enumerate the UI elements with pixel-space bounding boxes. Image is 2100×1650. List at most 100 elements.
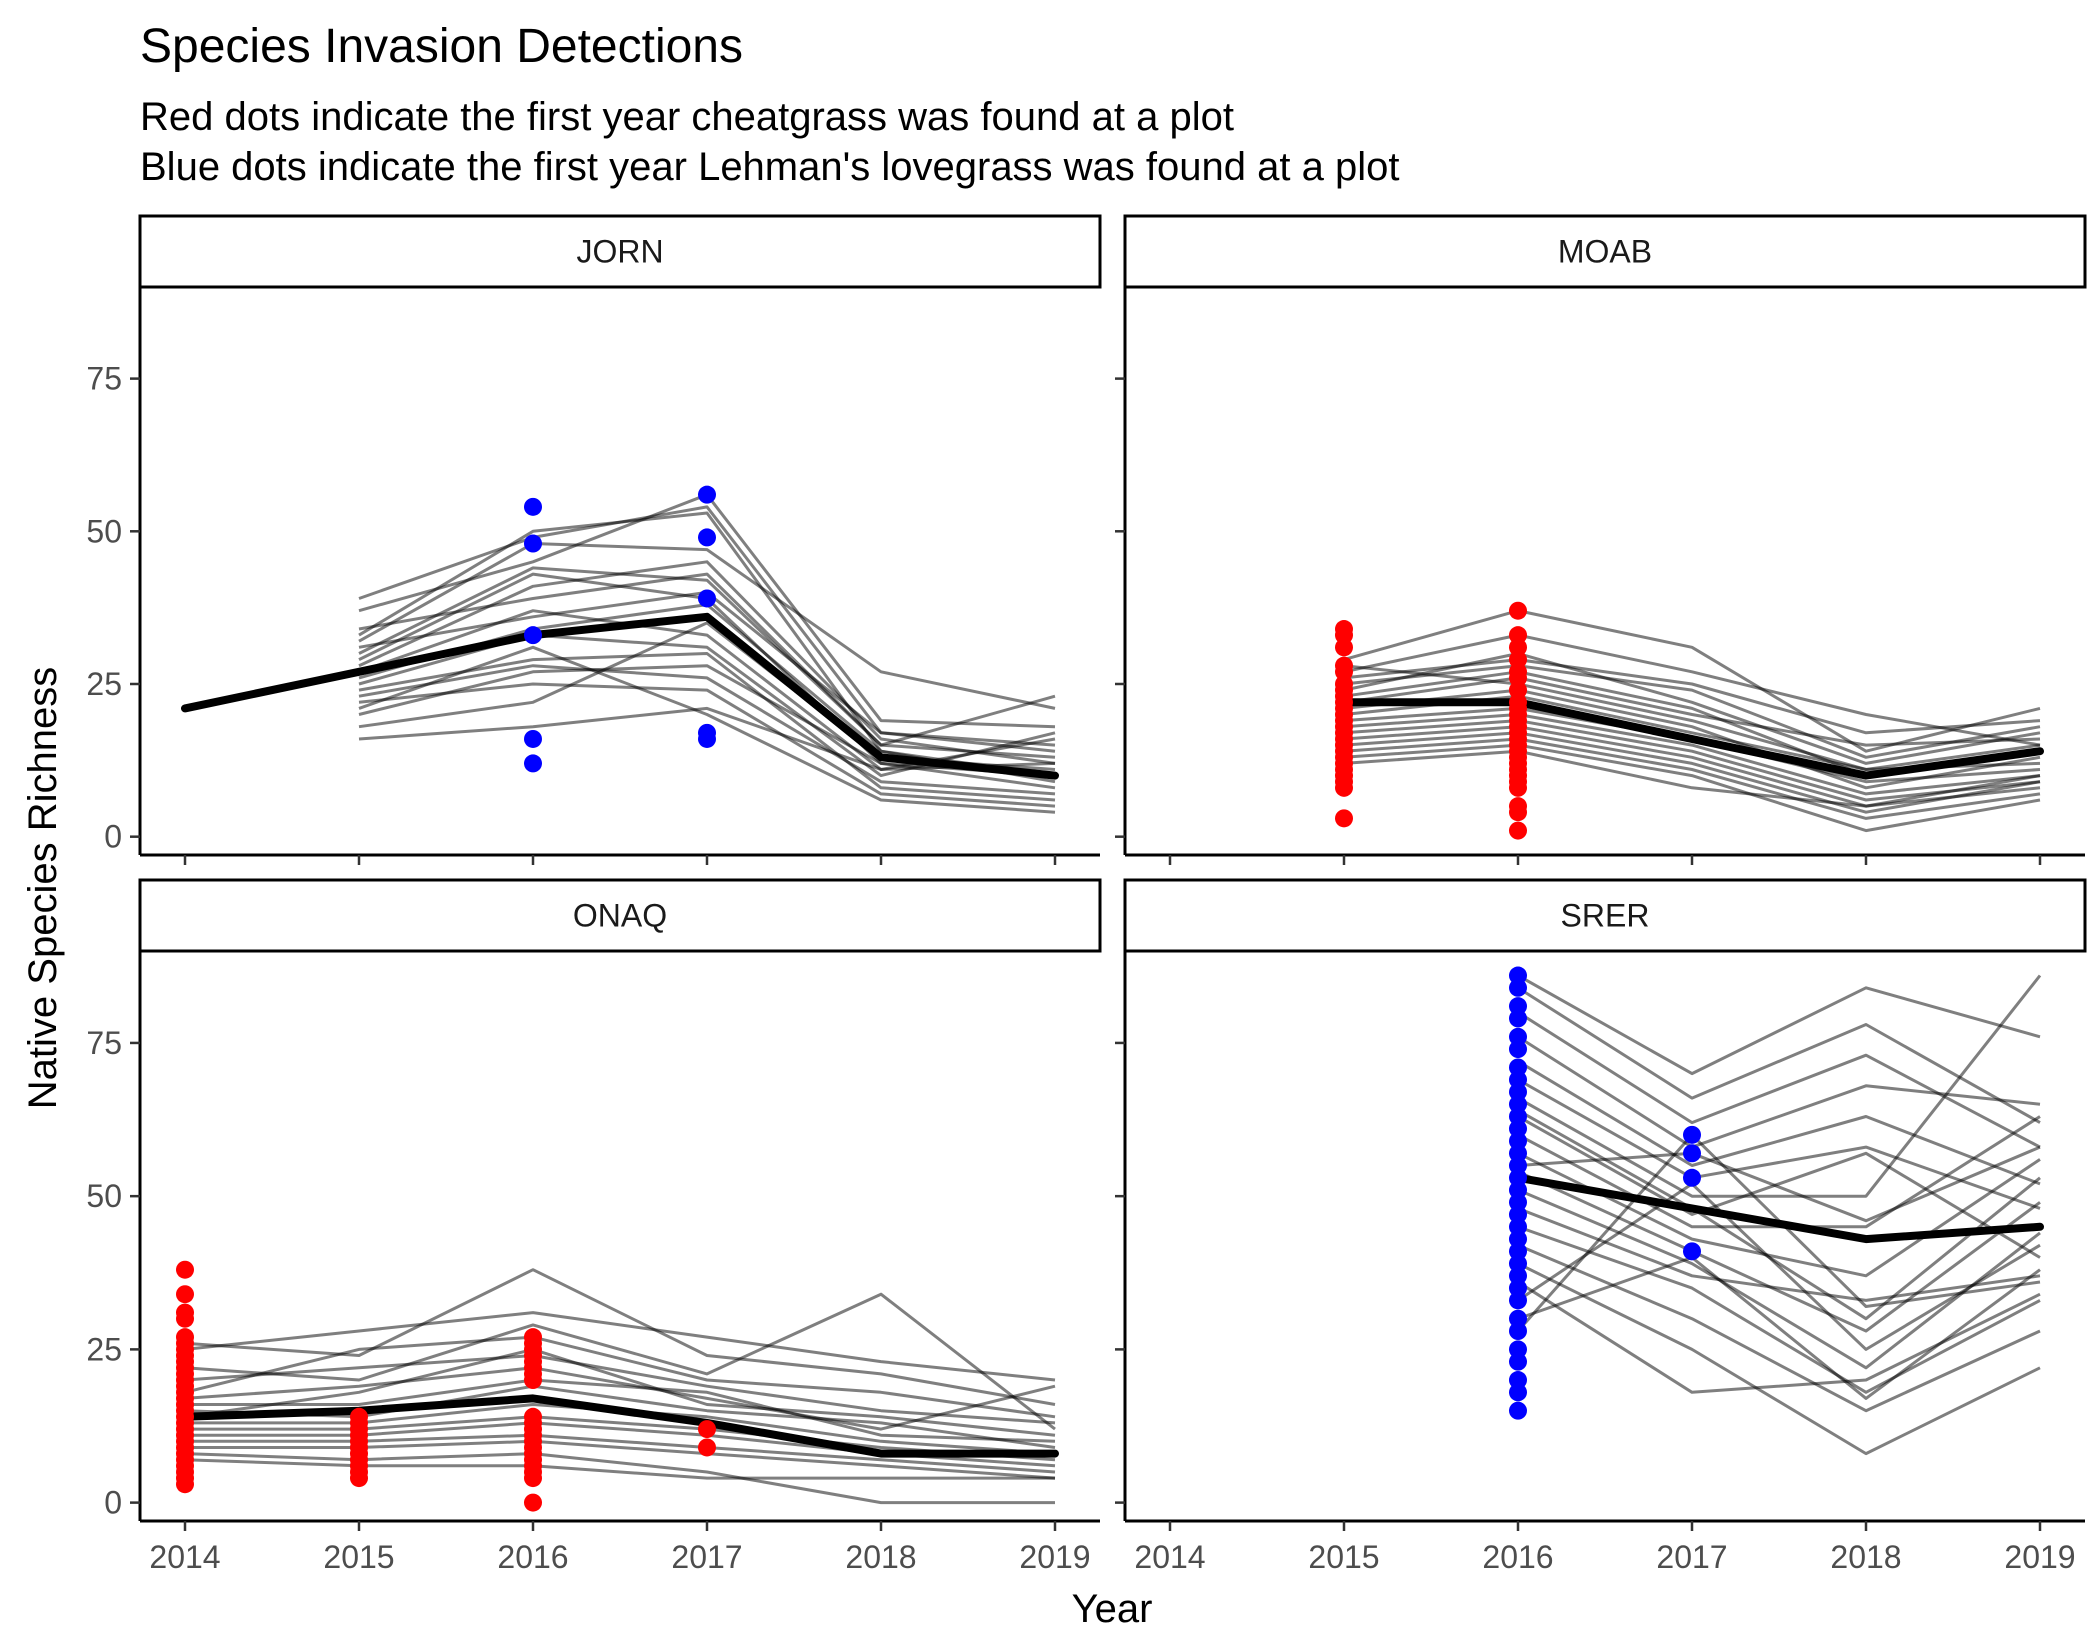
plot-series-line (184, 1458, 1055, 1480)
plot-series-line (1343, 743, 2041, 833)
plot-series-line (1517, 1182, 2041, 1351)
plot-series-line (1517, 1060, 2041, 1186)
plot-series-line (1517, 1109, 2041, 1321)
x-tick-label: 2019 (2004, 1539, 2075, 1575)
plot-series-line (1517, 1078, 2041, 1210)
x-tick-label: 2018 (845, 1539, 916, 1575)
chart-title: Species Invasion Detections (140, 20, 743, 73)
x-tick-label: 2015 (323, 1539, 394, 1575)
plot-series-line (184, 1335, 1056, 1419)
plot-series-line (1517, 1262, 2041, 1456)
mean-series-line (1514, 1173, 2044, 1244)
plot-series-line (1517, 1280, 2041, 1394)
lovegrass-point (524, 626, 542, 645)
cheatgrass-point (1509, 821, 1527, 840)
lovegrass-point (524, 754, 542, 773)
lovegrass-point (1509, 1352, 1527, 1371)
facet-panel-moab: MOAB (1115, 214, 2087, 865)
lovegrass-point (698, 589, 716, 608)
mean-series-line (181, 1394, 1059, 1458)
plot-series-line (185, 1439, 1056, 1480)
lovegrass-point (698, 528, 716, 547)
lovegrass-point (1509, 1322, 1527, 1340)
x-tick-label: 2015 (1308, 1539, 1379, 1575)
cheatgrass-point (1509, 601, 1527, 620)
plot-series-line (358, 609, 1056, 771)
lovegrass-point (1509, 1401, 1527, 1420)
plot-series-line (1517, 1011, 2041, 1149)
facet-strip-label: MOAB (1558, 234, 1652, 270)
y-tick-label: 0 (104, 819, 122, 855)
plot-series-line (185, 1433, 1056, 1474)
y-axis-title: Native Species Richness (21, 667, 65, 1109)
cheatgrass-point (1335, 809, 1353, 828)
plot-series-line (184, 1268, 1056, 1406)
x-tick-label: 2017 (1656, 1539, 1727, 1575)
plot-series-line (1517, 1256, 2041, 1400)
cheatgrass-point (698, 1420, 716, 1439)
plot-series-line (1343, 725, 2041, 808)
chart-subtitle-line-1: Red dots indicate the first year cheatgr… (140, 95, 1234, 139)
cheatgrass-point (1509, 778, 1527, 797)
cheatgrass-point (176, 1475, 194, 1494)
lovegrass-point (1509, 978, 1527, 997)
cheatgrass-point (698, 1438, 716, 1457)
y-tick-label: 50 (86, 1178, 122, 1214)
plot-series-line (1343, 731, 2041, 814)
lovegrass-point (524, 729, 542, 748)
plot-series-line (184, 1452, 1055, 1505)
plot-series-line (1517, 1243, 2041, 1413)
plot-series-line (358, 542, 1056, 710)
y-tick-label: 50 (86, 513, 122, 549)
plot-series-line (1343, 664, 2041, 759)
cheatgrass-point (1335, 638, 1353, 657)
plot-series-line (184, 1347, 1056, 1437)
lovegrass-point (1683, 1168, 1701, 1187)
plot-series-line (1343, 719, 2041, 802)
plot-series-line (1343, 749, 2041, 808)
facet-panel-srer: SRER 2014 2015 2016 2017 2018 2019 (1115, 878, 2087, 1575)
plot-series-line (185, 1415, 1056, 1462)
plot-series-line (184, 1366, 1056, 1431)
lovegrass-point (1509, 1040, 1527, 1059)
plot-series-line (184, 1354, 1056, 1425)
lovegrass-point (524, 497, 542, 516)
plot-series-line (358, 645, 1056, 814)
plot-series-line (1517, 974, 2042, 1198)
x-tick-label: 2014 (149, 1539, 220, 1575)
lovegrass-point (1683, 1144, 1701, 1163)
x-tick-label: 2014 (1134, 1539, 1205, 1575)
plot-series-line (1343, 713, 2041, 796)
chart-subtitle-line-2: Blue dots indicate the first year Lehman… (140, 145, 1399, 189)
x-tick-label: 2016 (1482, 1539, 1553, 1575)
plot-series-line (358, 652, 1056, 802)
facet-strip (138, 878, 1102, 953)
x-tick-label: 2019 (1019, 1539, 1090, 1575)
plot-series-line (1517, 1225, 2041, 1394)
x-tick-label: 2018 (1830, 1539, 1901, 1575)
plot-series-line (1343, 664, 2041, 771)
plot-series-line (358, 566, 1056, 747)
plot-series-line (358, 682, 1056, 808)
facet-panel-jorn: JORN 0 25 50 75 (86, 214, 1102, 865)
plot-series-line (185, 1378, 1056, 1443)
lovegrass-point (1683, 1125, 1701, 1144)
mean-series-line (181, 612, 1059, 780)
cheatgrass-point (176, 1260, 194, 1279)
plot-series-line (1343, 737, 2041, 820)
cheatgrass-point (524, 1469, 542, 1488)
plot-series-line (1517, 1115, 2041, 1259)
facet-panel-onaq: ONAQ 0 25 50 75 2014 2015 2016 2017 2018 2019 (86, 878, 1102, 1575)
plot-series-line (1343, 676, 2041, 747)
y-tick-label: 25 (86, 666, 122, 702)
lovegrass-point (698, 485, 716, 504)
cheatgrass-point (524, 1493, 542, 1512)
plot-series-line (184, 1292, 1056, 1431)
plot-series-line (358, 664, 1056, 796)
lovegrass-point (1509, 1291, 1527, 1310)
plot-series-line (1343, 633, 2041, 747)
cheatgrass-point (1509, 803, 1527, 822)
lovegrass-point (1683, 1242, 1701, 1261)
